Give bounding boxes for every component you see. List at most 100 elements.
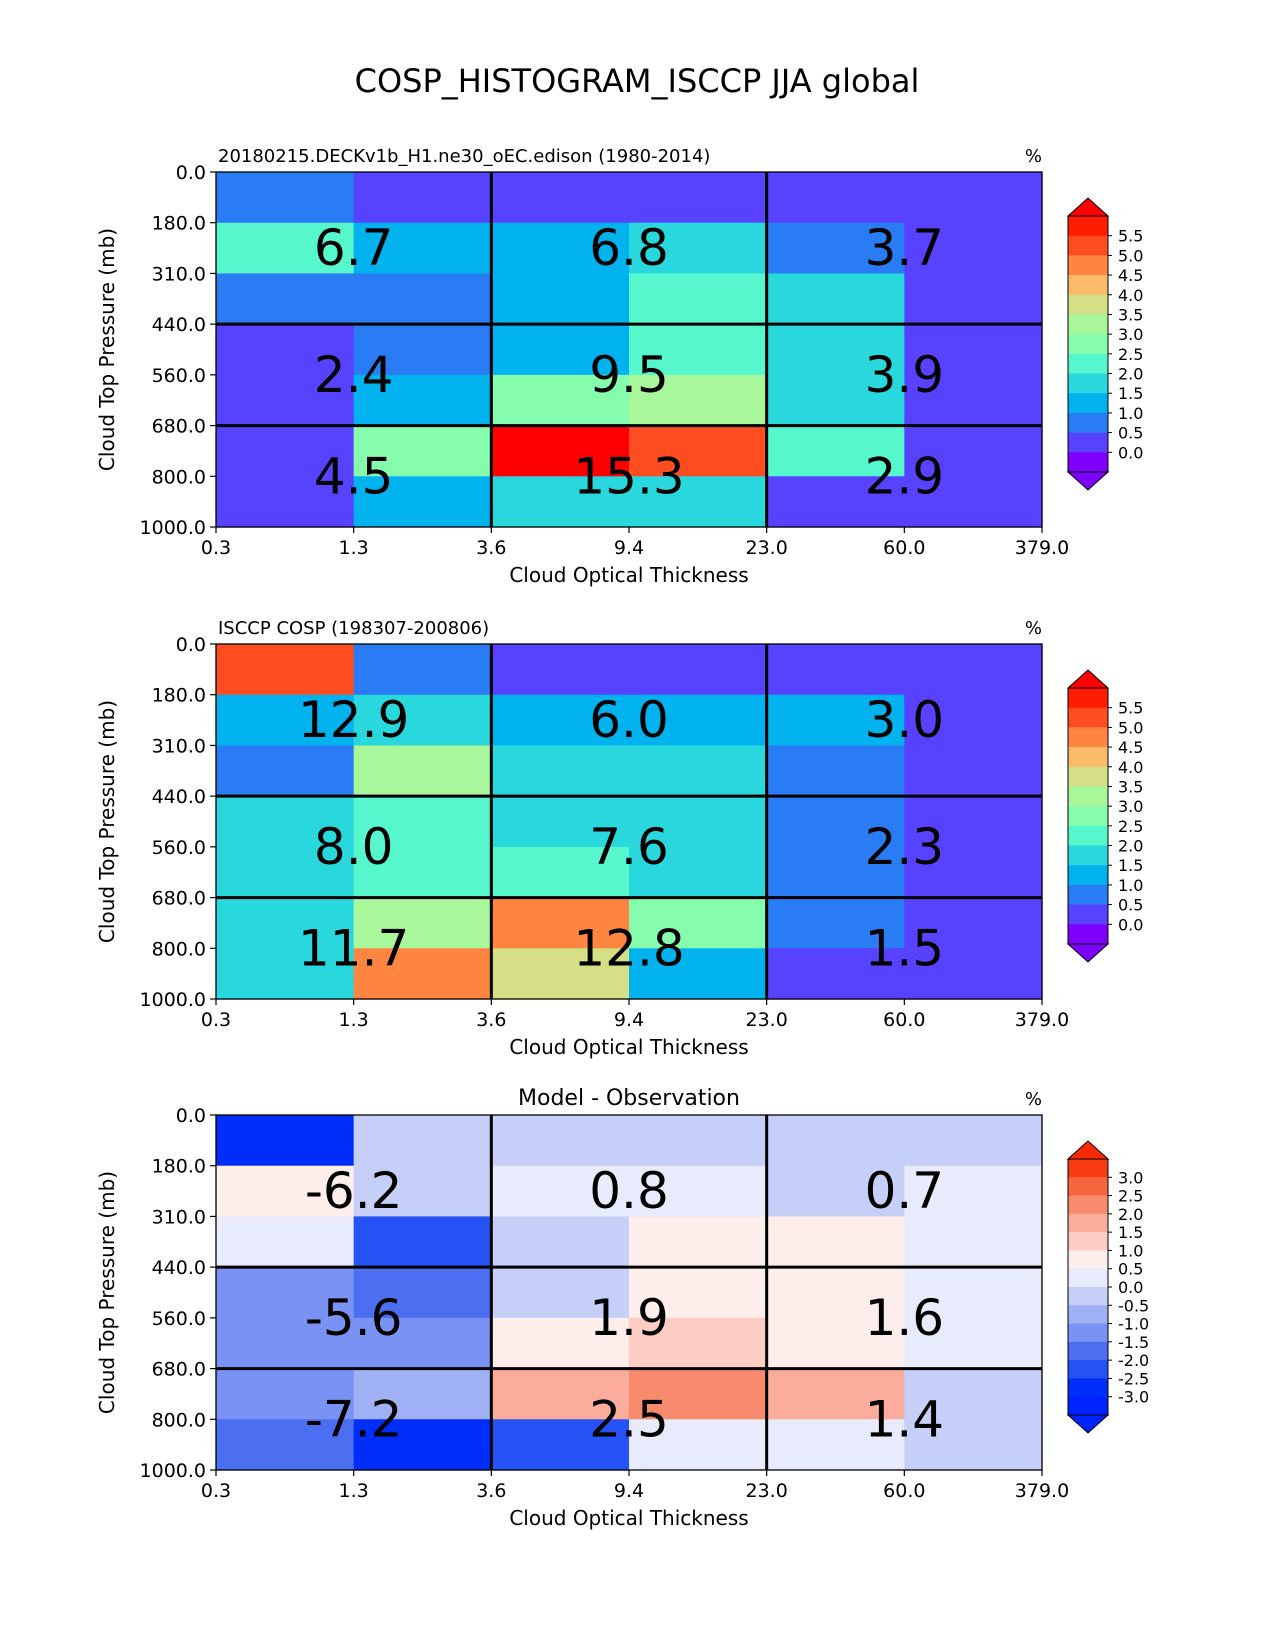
x-tick-label: 9.4 — [614, 537, 644, 559]
heatmap-cell — [216, 1267, 355, 1319]
colorbar-segment — [1068, 884, 1108, 906]
heatmap-cell — [353, 796, 492, 848]
panel-title-left: 20180215.DECKv1b_H1.ne30_oEC.edison (198… — [218, 146, 710, 167]
y-tick-label: 1000.0 — [140, 1460, 206, 1482]
heatmap-cell — [629, 222, 768, 275]
colorbar-segment — [1068, 747, 1108, 768]
heatmap-cell — [216, 1368, 355, 1420]
colorbar-tick-label: 1.0 — [1118, 876, 1143, 895]
heatmap-cell — [353, 1419, 492, 1471]
heatmap-cell — [629, 796, 768, 848]
colorbar-under-extension — [1066, 1414, 1110, 1434]
block-sum-label: 0.7 — [865, 1162, 945, 1220]
heatmap-cell — [216, 846, 355, 899]
heatmap-cell — [216, 745, 355, 797]
block-sum-label: 2.4 — [314, 346, 394, 404]
x-axis-label: Cloud Optical Thickness — [509, 1035, 748, 1059]
heatmap-cell — [353, 172, 492, 224]
colorbar-tick-label: 1.5 — [1118, 1223, 1143, 1242]
colorbar-segment — [1068, 1396, 1108, 1416]
panel-units: % — [1025, 618, 1042, 639]
colorbar-tick-label: 4.5 — [1118, 738, 1143, 757]
colorbar-segment — [1068, 275, 1108, 296]
heatmap-cell — [491, 222, 630, 275]
x-tick-label: 60.0 — [883, 1009, 925, 1031]
colorbar-tick-label: 2.5 — [1118, 1187, 1143, 1206]
x-tick-label: 379.0 — [1015, 1480, 1069, 1502]
colorbar-segment — [1068, 294, 1108, 315]
heatmap-cell — [904, 644, 1043, 696]
heatmap-cell — [766, 694, 905, 747]
colorbar-tick-label: 0.5 — [1118, 424, 1143, 443]
y-tick-label: 680.0 — [152, 1359, 206, 1381]
colorbar-segment — [1068, 766, 1108, 787]
heatmap-cell — [216, 1216, 355, 1268]
colorbar-segment — [1068, 353, 1108, 375]
heatmap-cell — [491, 1419, 630, 1471]
x-tick-label: 23.0 — [746, 1009, 788, 1031]
colorbar-tick-label: 2.5 — [1118, 345, 1143, 364]
heatmap-cell — [766, 948, 905, 1000]
colorbar-segment — [1068, 1341, 1108, 1361]
colorbar-tick-label: -3.0 — [1118, 1388, 1149, 1407]
heatmap-cell — [353, 222, 492, 275]
heatmap-cell — [904, 1216, 1043, 1268]
x-tick-label: 379.0 — [1015, 1009, 1069, 1031]
panel-units: % — [1025, 146, 1042, 167]
colorbar-tick-label: 3.0 — [1118, 797, 1143, 816]
colorbar-segment — [1068, 452, 1108, 473]
y-tick-label: 440.0 — [152, 314, 206, 336]
heatmap-cell — [353, 846, 492, 899]
y-tick-label: 310.0 — [152, 1206, 206, 1228]
block-sum-label: 6.8 — [589, 219, 669, 277]
heatmap-cell — [766, 796, 905, 848]
colorbar-segment — [1068, 924, 1108, 945]
colorbar-tick-label: -2.0 — [1118, 1351, 1149, 1370]
block-sum-label: 15.3 — [573, 447, 684, 505]
block-sum-label: 7.6 — [589, 818, 669, 876]
panel-2: 12.9 6.0 3.0 8.0 7.6 2.3 11.7 12.8 1.5 0.3 1.3 3.6 9… — [95, 618, 1143, 1059]
colorbar-segment — [1068, 825, 1108, 847]
heatmap-cell — [766, 476, 905, 528]
colorbar-tick-label: 3.5 — [1118, 305, 1143, 324]
block-sum-label: 8.0 — [314, 818, 394, 876]
x-tick-label: 23.0 — [746, 1480, 788, 1502]
heatmap-cell — [904, 1165, 1043, 1218]
heatmap-cell — [491, 476, 630, 528]
y-axis-label: Cloud Top Pressure (mb) — [95, 700, 119, 943]
heatmap-cell — [904, 1115, 1043, 1167]
x-tick-label: 1.3 — [339, 1480, 369, 1502]
colorbar-tick-label: 2.0 — [1118, 365, 1143, 384]
heatmap-cell — [766, 1115, 905, 1167]
colorbar-tick-label: 5.5 — [1118, 699, 1143, 718]
heatmap-cell — [491, 796, 630, 848]
x-tick-label: 60.0 — [883, 1480, 925, 1502]
colorbar-tick-label: 3.5 — [1118, 777, 1143, 796]
panel-1: 6.7 6.8 3.7 2.4 9.5 3.9 4.5 15.3 2.9 0.3 1.3 3.6 9.4… — [95, 146, 1143, 587]
colorbar-over-extension — [1066, 197, 1110, 217]
colorbar-tick-label: 1.5 — [1118, 856, 1143, 875]
colorbar-segment — [1068, 1378, 1108, 1398]
y-tick-label: 0.0 — [176, 634, 206, 656]
block-sum-label: 4.5 — [314, 447, 394, 505]
y-tick-label: 180.0 — [152, 685, 206, 707]
colorbar-segment — [1068, 432, 1108, 453]
heatmap-cell — [904, 222, 1043, 275]
heatmap-cell — [491, 1368, 630, 1420]
block-sum-label: 1.4 — [865, 1390, 945, 1448]
x-axis-label: Cloud Optical Thickness — [509, 1506, 748, 1530]
heatmap-cell — [491, 644, 630, 696]
x-tick-label: 9.4 — [614, 1480, 644, 1502]
heatmap-cell — [766, 1216, 905, 1268]
colorbar-tick-label: -2.5 — [1118, 1369, 1149, 1388]
y-tick-label: 1000.0 — [140, 989, 206, 1011]
heatmap-cell — [491, 897, 630, 949]
heatmap-cell — [629, 425, 768, 477]
colorbar-tick-label: 5.0 — [1118, 718, 1143, 737]
y-tick-label: 310.0 — [152, 263, 206, 285]
heatmap-cell — [216, 948, 355, 1000]
heatmap-cell — [491, 425, 630, 477]
block-sum-label: 3.9 — [865, 346, 945, 404]
heatmap-cell — [216, 644, 355, 696]
heatmap-cell — [216, 222, 355, 275]
